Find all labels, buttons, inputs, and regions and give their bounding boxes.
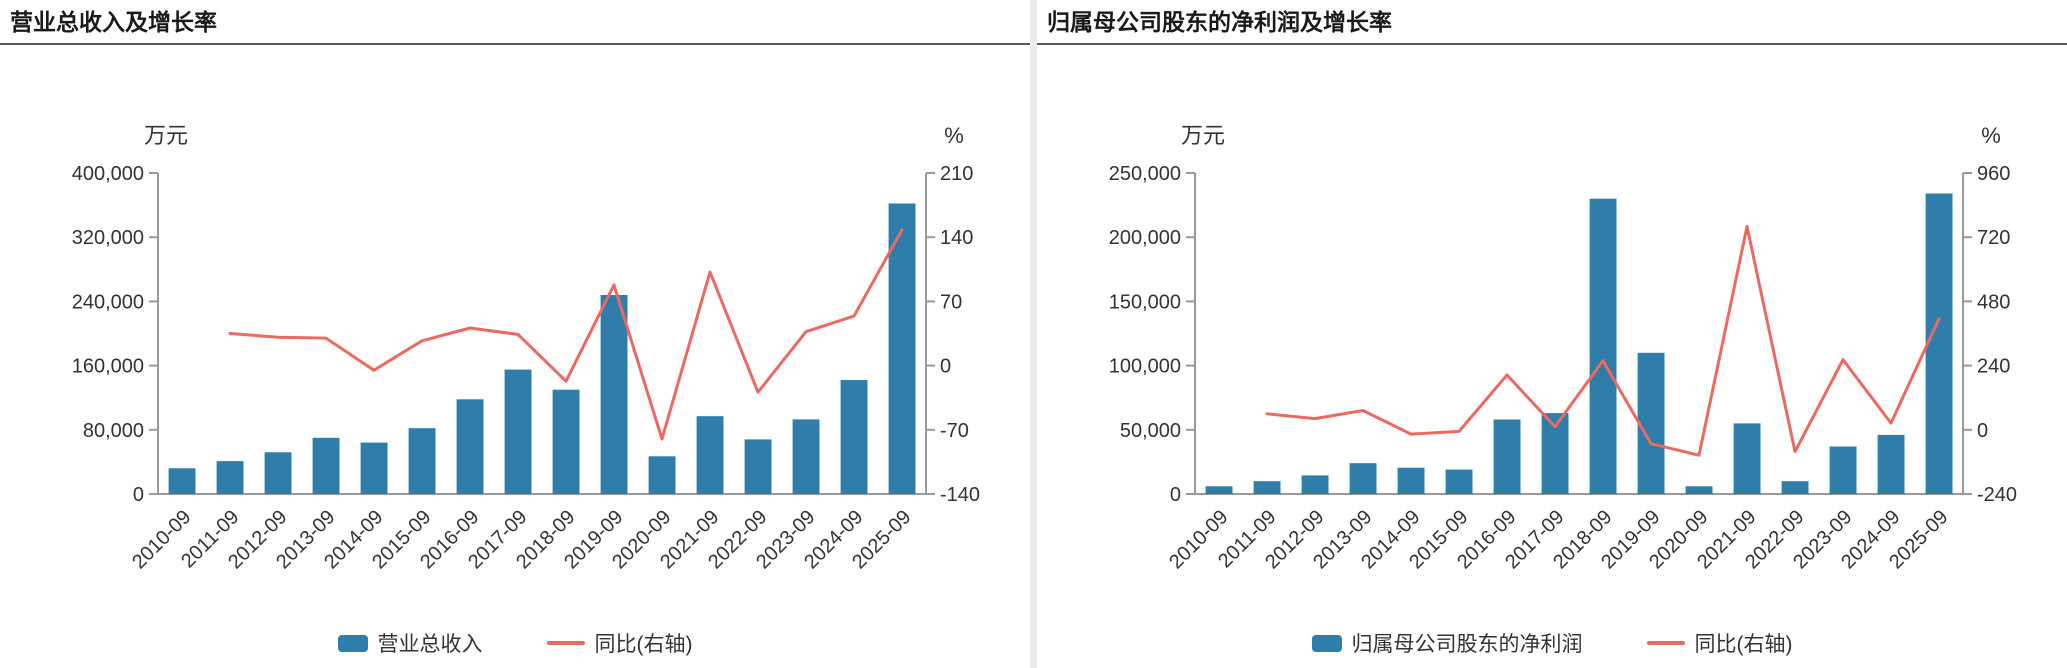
bar-legend-label: 营业总收入 (377, 633, 483, 657)
svg-text:150,000: 150,000 (1109, 292, 1181, 314)
net-profit-chart-title: 归属母公司股东的净利润及增长率 (1037, 0, 2067, 46)
net-profit-panel: 归属母公司股东的净利润及增长率 0 50,000 100,000 150,000 200… (1037, 0, 2067, 668)
bar-swatch-icon (1311, 634, 1342, 652)
line-legend-label: 同比(右轴) (1694, 633, 1793, 657)
svg-text:960: 960 (1977, 163, 2010, 185)
svg-text:0: 0 (1977, 420, 1988, 442)
svg-text:%: % (944, 123, 964, 148)
revenue-line-legend-item: 同比(右轴) (546, 628, 693, 658)
svg-text:320,000: 320,000 (72, 228, 144, 250)
svg-text:-140: -140 (940, 484, 980, 506)
svg-text:%: % (1981, 123, 2001, 148)
svg-text:240: 240 (1977, 356, 2010, 378)
svg-text:210: 210 (940, 163, 973, 185)
line-swatch-icon (546, 641, 585, 646)
revenue-panel: 营业总收入及增长率 0 80,000 160,000 240,000 320,000 40… (0, 0, 1030, 668)
svg-text:50,000: 50,000 (1120, 420, 1181, 442)
svg-text:140: 140 (940, 228, 973, 250)
svg-text:250,000: 250,000 (1109, 163, 1181, 185)
svg-text:160,000: 160,000 (72, 356, 144, 378)
svg-text:-70: -70 (940, 420, 969, 442)
svg-text:-240: -240 (1977, 484, 2017, 506)
svg-text:100,000: 100,000 (1109, 356, 1181, 378)
line-swatch-icon (1646, 641, 1685, 646)
svg-text:480: 480 (1977, 292, 2010, 314)
revenue-bar-legend-item: 营业总收入 (337, 628, 483, 658)
svg-text:0: 0 (133, 484, 144, 506)
revenue-legend: 营业总收入 同比(右轴) (0, 620, 1030, 666)
svg-text:400,000: 400,000 (72, 163, 144, 185)
svg-text:80,000: 80,000 (83, 420, 144, 442)
svg-text:0: 0 (940, 356, 951, 378)
bar-legend-label: 归属母公司股东的净利润 (1351, 633, 1583, 657)
svg-text:200,000: 200,000 (1109, 228, 1181, 250)
svg-text:万元: 万元 (1181, 123, 1225, 148)
net-profit-legend: 归属母公司股东的净利润 同比(右轴) (1037, 620, 2067, 666)
svg-text:0: 0 (1170, 484, 1181, 506)
line-legend-label: 同比(右轴) (594, 633, 693, 657)
svg-text:720: 720 (1977, 228, 2010, 250)
net-profit-bar-legend-item: 归属母公司股东的净利润 (1311, 628, 1583, 658)
svg-text:70: 70 (940, 292, 962, 314)
panel-divider (1030, 0, 1037, 668)
svg-text:万元: 万元 (144, 123, 188, 148)
net-profit-chart: 0 50,000 100,000 150,000 200,000 250,000 -240 0… (1109, 123, 2017, 573)
revenue-chart-title: 营业总收入及增长率 (0, 0, 1030, 46)
net-profit-line-legend-item: 同比(右轴) (1646, 628, 1793, 658)
revenue-chart: 0 80,000 160,000 240,000 320,000 400,000 -140 -… (72, 123, 980, 573)
bar-swatch-icon (337, 634, 368, 652)
svg-text:240,000: 240,000 (72, 292, 144, 314)
